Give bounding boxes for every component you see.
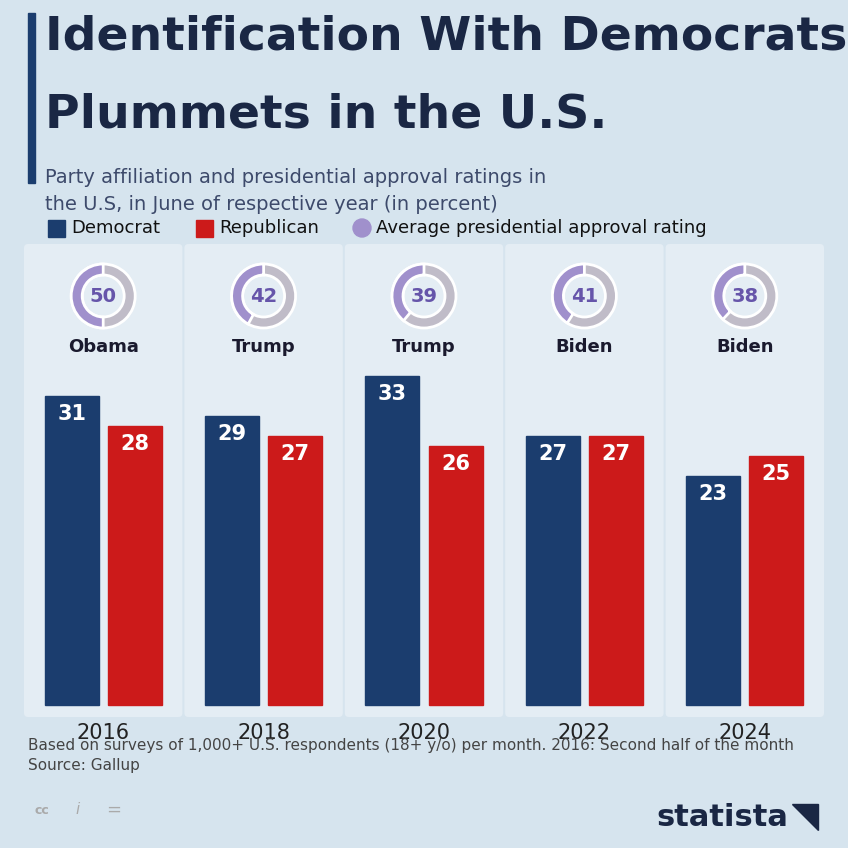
Wedge shape (71, 264, 103, 328)
FancyBboxPatch shape (345, 244, 503, 717)
Bar (205, 416, 259, 705)
Text: Trump: Trump (392, 338, 456, 356)
Text: 2016: 2016 (76, 723, 130, 743)
Wedge shape (713, 264, 777, 328)
Text: 38: 38 (731, 287, 758, 305)
Text: Party affiliation and presidential approval ratings in
the U.S, in June of respe: Party affiliation and presidential appro… (45, 168, 546, 214)
Text: i: i (75, 802, 80, 817)
Bar (48, 220, 65, 237)
Text: 2022: 2022 (558, 723, 611, 743)
Wedge shape (232, 264, 264, 324)
Text: 31: 31 (57, 404, 86, 424)
Wedge shape (392, 264, 424, 321)
Text: Biden: Biden (555, 338, 613, 356)
Bar (28, 13, 35, 183)
Text: 27: 27 (281, 444, 310, 464)
Text: 27: 27 (538, 444, 567, 464)
Polygon shape (792, 804, 818, 830)
Wedge shape (232, 264, 296, 328)
FancyBboxPatch shape (184, 244, 343, 717)
Wedge shape (552, 264, 584, 323)
Circle shape (353, 219, 371, 237)
Bar (108, 426, 162, 705)
Text: statista: statista (656, 804, 788, 833)
FancyBboxPatch shape (505, 244, 664, 717)
Text: 2024: 2024 (718, 723, 772, 743)
Bar (589, 436, 643, 705)
Text: =: = (107, 801, 121, 819)
Text: Democrat: Democrat (71, 219, 160, 237)
FancyBboxPatch shape (24, 244, 182, 717)
Text: 39: 39 (410, 287, 438, 305)
Text: 42: 42 (250, 287, 277, 305)
Bar (750, 455, 803, 705)
Text: 50: 50 (90, 287, 117, 305)
Text: 28: 28 (120, 434, 149, 454)
FancyBboxPatch shape (666, 244, 824, 717)
Text: 26: 26 (441, 454, 470, 474)
Text: Average presidential approval rating: Average presidential approval rating (376, 219, 706, 237)
Bar (268, 436, 322, 705)
Text: 27: 27 (601, 444, 630, 464)
Wedge shape (71, 264, 135, 328)
Text: Obama: Obama (68, 338, 138, 356)
Bar (45, 396, 98, 705)
Text: Identification With Democrats: Identification With Democrats (45, 15, 847, 60)
Text: 2020: 2020 (398, 723, 450, 743)
Text: Trump: Trump (232, 338, 295, 356)
Text: Based on surveys of 1,000+ U.S. respondents (18+ y/o) per month. 2016: Second ha: Based on surveys of 1,000+ U.S. responde… (28, 738, 794, 753)
Wedge shape (392, 264, 456, 328)
Text: 25: 25 (762, 464, 791, 483)
Text: Republican: Republican (219, 219, 319, 237)
Text: cc: cc (35, 804, 49, 817)
Bar (526, 436, 580, 705)
Bar (196, 220, 213, 237)
Text: Source: Gallup: Source: Gallup (28, 758, 140, 773)
Text: 23: 23 (699, 483, 728, 504)
Bar (365, 376, 420, 705)
Text: 41: 41 (571, 287, 598, 305)
Text: 2018: 2018 (237, 723, 290, 743)
Wedge shape (552, 264, 616, 328)
Text: Biden: Biden (716, 338, 773, 356)
Text: 33: 33 (378, 384, 407, 404)
Wedge shape (713, 264, 745, 320)
Bar (686, 476, 740, 705)
Text: Plummets in the U.S.: Plummets in the U.S. (45, 93, 607, 138)
Text: 29: 29 (217, 424, 247, 444)
Bar (428, 446, 483, 705)
